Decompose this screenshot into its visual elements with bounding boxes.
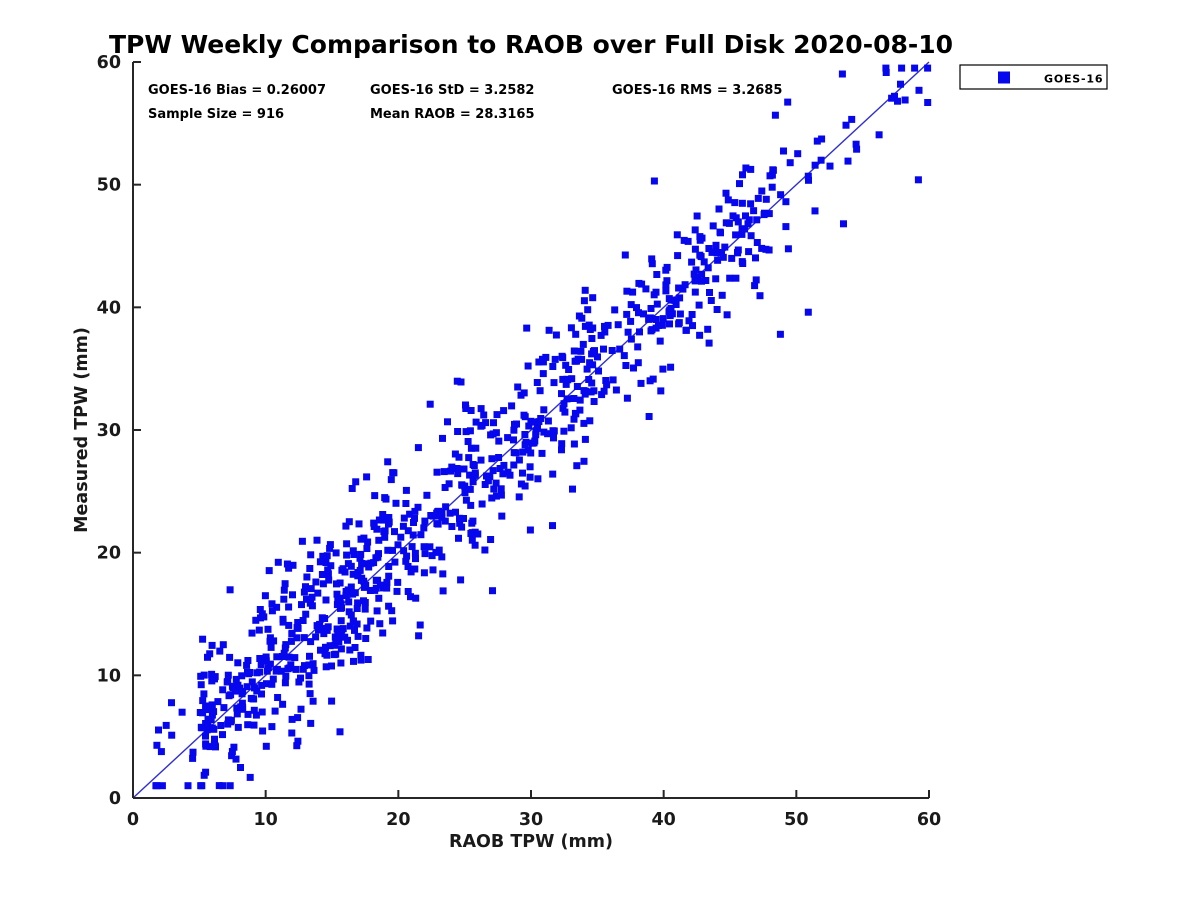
x-tick-label: 30 (519, 810, 543, 830)
stat-std: GOES-16 StD = 3.2582 (370, 83, 534, 98)
y-axis-label: Measured TPW (mm) (72, 327, 92, 533)
y-tick-label: 10 (97, 666, 121, 686)
y-tick-label: 50 (97, 176, 121, 196)
stat-rms: GOES-16 RMS = 3.2685 (612, 83, 782, 98)
y-tick-label: 30 (97, 421, 121, 441)
y-tick-label: 60 (97, 53, 121, 73)
stat-mean-raob: Mean RAOB = 28.3165 (370, 107, 535, 122)
y-tick-label: 40 (97, 298, 121, 318)
x-tick-label: 0 (127, 810, 139, 830)
x-tick-label: 60 (917, 810, 941, 830)
x-tick-label: 40 (651, 810, 675, 830)
x-tick-label: 20 (386, 810, 410, 830)
y-tick-label: 20 (97, 544, 121, 564)
y-tick-label: 0 (109, 789, 121, 809)
axes: 0 10 20 30 40 50 60 0 10 20 30 40 50 60 (97, 53, 942, 830)
stat-bias: GOES-16 Bias = 0.26007 (148, 83, 326, 98)
x-tick-label: 10 (253, 810, 277, 830)
stat-sample-size: Sample Size = 916 (148, 107, 284, 122)
scatter-points (152, 64, 932, 790)
identity-line (132, 61, 930, 799)
chart-title: TPW Weekly Comparison to RAOB over Full … (109, 30, 953, 59)
x-tick-label: 50 (784, 810, 808, 830)
legend-box (959, 64, 1108, 90)
legend-entry-label: GOES-16 (1044, 73, 1103, 86)
legend: GOES-16 (959, 64, 1108, 90)
x-axis-label: RAOB TPW (mm) (449, 832, 613, 852)
legend-marker-icon (998, 71, 1010, 84)
